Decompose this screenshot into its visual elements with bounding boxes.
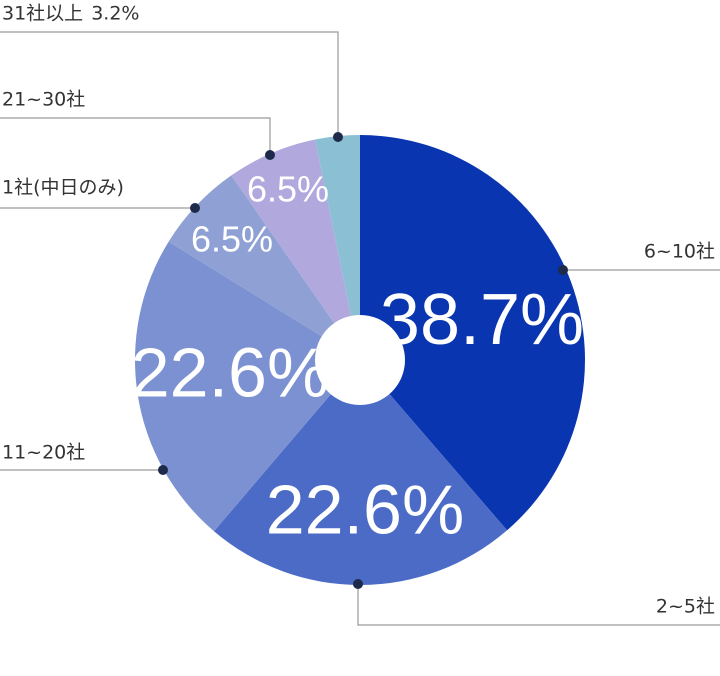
- category-label: 31社以上: [2, 3, 83, 25]
- value-label: 6.5%: [247, 169, 329, 210]
- value-label: 22.6%: [131, 333, 329, 411]
- category-label: 2~5社: [656, 596, 715, 618]
- leader-line: [0, 117, 271, 155]
- slice: [134, 241, 360, 532]
- leader-dot: [558, 265, 568, 275]
- slice: [168, 175, 360, 360]
- leader-line: [357, 584, 720, 626]
- leader-dot: [190, 203, 200, 213]
- leader-dot: [333, 132, 343, 142]
- donut-hole: [315, 315, 405, 405]
- leader-dot: [265, 150, 275, 160]
- slice: [231, 139, 360, 360]
- leader-line: [0, 31, 339, 137]
- category-label: 11~20社: [2, 442, 85, 464]
- leader-dot: [158, 465, 168, 475]
- category-label: 21~30社: [2, 89, 85, 111]
- slice: [213, 360, 508, 585]
- value-label: 3.2%: [91, 3, 139, 25]
- slice: [360, 135, 586, 531]
- value-label: 22.6%: [266, 470, 464, 548]
- category-label: 6~10社: [644, 241, 715, 263]
- value-label: 6.5%: [191, 219, 273, 260]
- value-label: 38.7%: [380, 280, 584, 360]
- slice: [315, 135, 360, 360]
- category-label: 1社(中日のみ): [2, 177, 124, 199]
- leader-dot: [353, 579, 363, 589]
